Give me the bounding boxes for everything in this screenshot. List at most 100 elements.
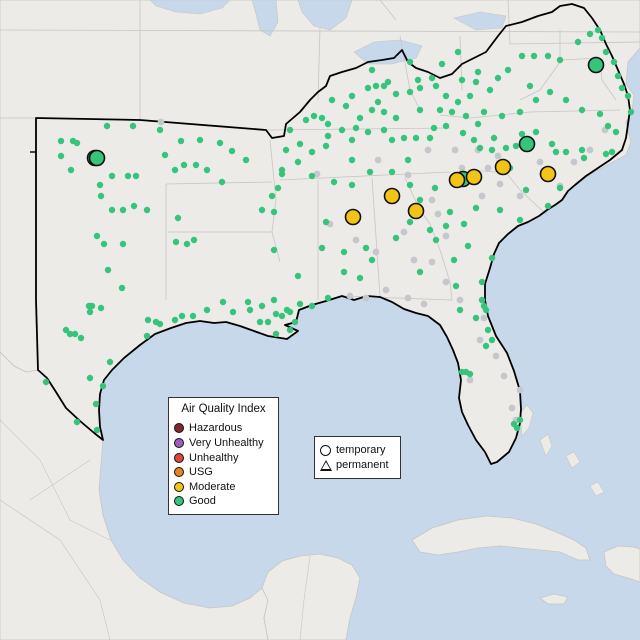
monitor-good-marker[interactable] [246, 306, 254, 314]
monitor-good-marker[interactable] [484, 326, 492, 334]
monitor-nodata-marker[interactable] [586, 146, 594, 154]
monitor-good-marker[interactable] [144, 316, 152, 324]
monitor-good-marker[interactable] [438, 60, 446, 68]
monitor-good-marker[interactable] [412, 134, 420, 142]
monitor-good-marker[interactable] [442, 222, 450, 230]
monitor-nodata-marker[interactable] [456, 296, 464, 304]
monitor-good-marker[interactable] [627, 108, 635, 116]
monitor-good-marker[interactable] [624, 92, 632, 100]
monitor-good-marker[interactable] [196, 136, 204, 144]
monitor-good-marker[interactable] [352, 124, 360, 132]
monitor-good-marker[interactable] [258, 302, 266, 310]
monitor-good-marker[interactable] [73, 418, 81, 426]
monitor-good-marker[interactable] [362, 244, 370, 252]
monitor-good-marker[interactable] [552, 148, 560, 156]
monitor-good-marker[interactable] [452, 282, 460, 290]
monitor-good-marker[interactable] [172, 238, 180, 246]
monitor-good-marker[interactable] [278, 170, 286, 178]
monitor-nodata-marker[interactable] [508, 404, 516, 412]
monitor-nodata-marker[interactable] [451, 146, 459, 154]
monitor-good-marker[interactable] [464, 242, 472, 250]
monitor-good-marker[interactable] [143, 332, 151, 340]
monitor-good-marker[interactable] [414, 76, 422, 84]
monitor-good-marker[interactable] [270, 208, 278, 216]
monitor-good-marker[interactable] [374, 98, 382, 106]
monitor-good-marker[interactable] [459, 129, 467, 137]
monitor-good-marker[interactable] [482, 306, 490, 314]
monitor-good-marker[interactable] [258, 206, 266, 214]
monitor-nodata-marker[interactable] [516, 386, 524, 394]
monitor-good-marker[interactable] [203, 306, 211, 314]
monitor-good-marker[interactable] [57, 137, 65, 145]
monitor-good-marker[interactable] [143, 206, 151, 214]
monitor-good-marker[interactable] [270, 246, 278, 254]
monitor-good-marker[interactable] [189, 312, 197, 320]
monitor-good-marker[interactable] [462, 112, 470, 120]
monitor-good-marker[interactable] [472, 204, 480, 212]
monitor-good-marker[interactable] [218, 178, 226, 186]
monitor-good-marker[interactable] [97, 192, 105, 200]
monitor-nodata-marker[interactable] [428, 258, 436, 266]
monitor-good-marker[interactable] [338, 126, 346, 134]
monitor-good-marker[interactable] [548, 140, 556, 148]
monitor-nodata-marker[interactable] [496, 180, 504, 188]
monitor-good-marker[interactable] [470, 136, 478, 144]
monitor-good-marker[interactable] [132, 172, 140, 180]
monitor-good-marker[interactable] [348, 181, 356, 189]
monitor-good-marker[interactable] [308, 302, 316, 310]
monitor-nodata-marker[interactable] [424, 146, 432, 154]
monitor-good-marker[interactable] [442, 92, 450, 100]
monitor-good-marker[interactable] [283, 306, 291, 314]
monitor-good-marker[interactable] [174, 214, 182, 222]
monitor-good-marker[interactable] [228, 147, 236, 155]
monitor-good-marker[interactable] [488, 254, 496, 262]
monitor-good-marker[interactable] [294, 158, 302, 166]
monitor-good-marker[interactable] [522, 186, 530, 194]
monitor-good-marker[interactable] [480, 108, 488, 116]
monitor-good-marker[interactable] [456, 306, 464, 314]
monitor-good-marker[interactable] [96, 181, 104, 189]
monitor-good-marker[interactable] [93, 232, 101, 240]
monitor-good-marker[interactable] [183, 240, 191, 248]
monitor-markers[interactable] [42, 26, 635, 434]
monitor-nodata-marker[interactable] [434, 210, 442, 218]
monitor-good-marker[interactable] [400, 134, 408, 142]
monitor-good-marker[interactable] [330, 178, 338, 186]
monitor-good-marker[interactable] [586, 30, 594, 38]
monitor-good-marker[interactable] [526, 82, 534, 90]
monitor-moderate-marker[interactable] [407, 202, 425, 220]
monitor-good-marker[interactable] [494, 74, 502, 82]
monitor-good-marker[interactable] [229, 308, 237, 316]
monitor-good-marker[interactable] [448, 108, 456, 116]
monitor-good-marker[interactable] [291, 318, 299, 326]
monitor-moderate-marker[interactable] [448, 171, 466, 189]
monitor-good-marker[interactable] [466, 370, 474, 378]
monitor-nodata-marker[interactable] [420, 300, 428, 308]
monitor-good-marker[interactable] [458, 76, 466, 84]
monitor-good-marker[interactable] [578, 106, 586, 114]
monitor-good-marker[interactable] [488, 146, 496, 154]
monitor-good-marker[interactable] [532, 96, 540, 104]
monitor-good-marker[interactable] [190, 236, 198, 244]
monitor-good-marker[interactable] [156, 320, 164, 328]
monitor-good-marker[interactable] [73, 139, 81, 147]
monitor-good-marker[interactable] [67, 166, 75, 174]
monitor-good-marker[interactable] [86, 308, 94, 316]
monitor-good-marker[interactable] [490, 134, 498, 142]
monitor-good-marker[interactable] [130, 202, 138, 210]
monitor-good-marker[interactable] [486, 86, 494, 94]
monitor-good-marker[interactable] [454, 48, 462, 56]
monitor-good-marker[interactable] [272, 330, 280, 338]
monitor-good-marker[interactable] [282, 146, 290, 154]
monitor-good-marker[interactable] [466, 92, 474, 100]
monitor-good-marker[interactable] [310, 112, 318, 120]
monitor-good-marker[interactable] [478, 278, 486, 286]
monitor-good-marker[interactable] [544, 52, 552, 60]
monitor-nodata-marker[interactable] [492, 352, 500, 360]
monitor-good-marker[interactable] [416, 106, 424, 114]
monitor-good-marker[interactable] [562, 148, 570, 156]
monitor-good-marker[interactable] [286, 126, 294, 134]
monitor-good-marker[interactable] [219, 298, 227, 306]
monitor-moderate-marker[interactable] [344, 208, 362, 226]
